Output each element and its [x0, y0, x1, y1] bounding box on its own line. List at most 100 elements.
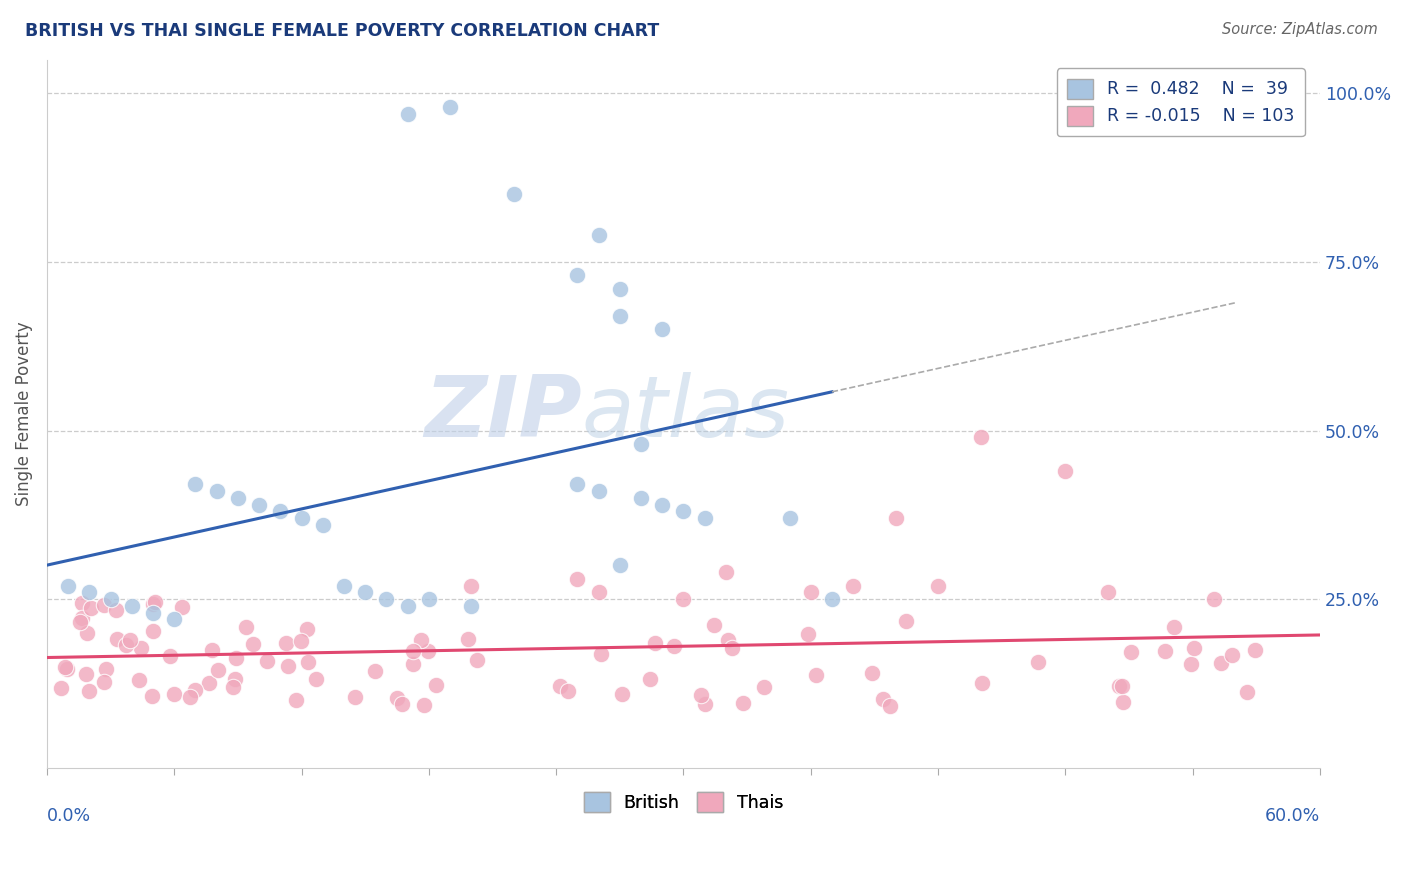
Point	[49, 681, 72, 695]
Point	[205, 484, 228, 499]
Text: BRITISH VS THAI SINGLE FEMALE POVERTY CORRELATION CHART: BRITISH VS THAI SINGLE FEMALE POVERTY CO…	[25, 22, 659, 40]
Point	[1111, 679, 1133, 693]
Point	[163, 612, 186, 626]
Point	[80, 601, 103, 615]
Point	[72, 611, 94, 625]
Point	[970, 675, 993, 690]
Point	[644, 636, 666, 650]
Point	[115, 638, 138, 652]
Point	[821, 592, 844, 607]
Point	[184, 683, 207, 698]
Point	[460, 579, 482, 593]
Point	[630, 437, 652, 451]
Point	[717, 633, 740, 648]
Point	[142, 624, 165, 638]
Point	[290, 511, 312, 525]
Point	[800, 585, 823, 599]
Point	[465, 653, 488, 667]
Point	[343, 690, 366, 704]
Point	[55, 663, 77, 677]
Legend: British, Thais: British, Thais	[576, 785, 790, 819]
Point	[225, 650, 247, 665]
Point	[591, 647, 613, 661]
Point	[391, 698, 413, 712]
Point	[143, 595, 166, 609]
Point	[93, 599, 115, 613]
Point	[733, 697, 755, 711]
Point	[557, 683, 579, 698]
Point	[672, 592, 695, 607]
Point	[184, 477, 207, 491]
Point	[664, 640, 686, 654]
Point	[222, 680, 245, 694]
Point	[425, 678, 447, 692]
Text: atlas: atlas	[582, 372, 790, 455]
Point	[226, 491, 249, 505]
Point	[396, 599, 419, 613]
Point	[721, 640, 744, 655]
Point	[121, 599, 143, 613]
Point	[609, 309, 631, 323]
Point	[927, 579, 949, 593]
Point	[1209, 656, 1232, 670]
Text: Source: ZipAtlas.com: Source: ZipAtlas.com	[1222, 22, 1378, 37]
Point	[284, 693, 307, 707]
Point	[548, 679, 571, 693]
Point	[402, 644, 425, 658]
Point	[879, 698, 901, 713]
Point	[413, 698, 436, 712]
Point	[105, 632, 128, 646]
Point	[256, 654, 278, 668]
Point	[610, 687, 633, 701]
Point	[128, 673, 150, 688]
Point	[290, 633, 312, 648]
Point	[457, 632, 479, 647]
Point	[1202, 592, 1225, 607]
Point	[129, 640, 152, 655]
Point	[969, 430, 991, 444]
Point	[179, 690, 201, 704]
Point	[277, 658, 299, 673]
Point	[640, 672, 662, 686]
Point	[402, 657, 425, 671]
Point	[567, 572, 589, 586]
Point	[94, 662, 117, 676]
Point	[375, 592, 398, 607]
Point	[385, 690, 408, 705]
Point	[76, 626, 98, 640]
Point	[894, 614, 917, 628]
Point	[779, 511, 801, 525]
Point	[418, 592, 440, 607]
Point	[72, 596, 94, 610]
Point	[159, 648, 181, 663]
Point	[460, 599, 482, 613]
Point	[567, 477, 589, 491]
Point	[439, 100, 461, 114]
Point	[1112, 696, 1135, 710]
Point	[354, 585, 377, 599]
Point	[201, 643, 224, 657]
Point	[1182, 641, 1205, 656]
Point	[163, 687, 186, 701]
Point	[693, 511, 716, 525]
Point	[588, 227, 610, 242]
Point	[56, 579, 79, 593]
Point	[75, 667, 97, 681]
Text: ZIP: ZIP	[425, 372, 582, 455]
Point	[207, 663, 229, 677]
Point	[1163, 620, 1185, 634]
Text: 0.0%: 0.0%	[46, 806, 91, 824]
Point	[609, 558, 631, 573]
Point	[247, 498, 270, 512]
Point	[364, 664, 387, 678]
Point	[797, 627, 820, 641]
Point	[651, 322, 673, 336]
Point	[69, 615, 91, 629]
Point	[396, 106, 419, 120]
Point	[1119, 644, 1142, 658]
Point	[142, 597, 165, 611]
Point	[714, 565, 737, 579]
Point	[141, 689, 163, 703]
Point	[1154, 644, 1177, 658]
Point	[588, 585, 610, 599]
